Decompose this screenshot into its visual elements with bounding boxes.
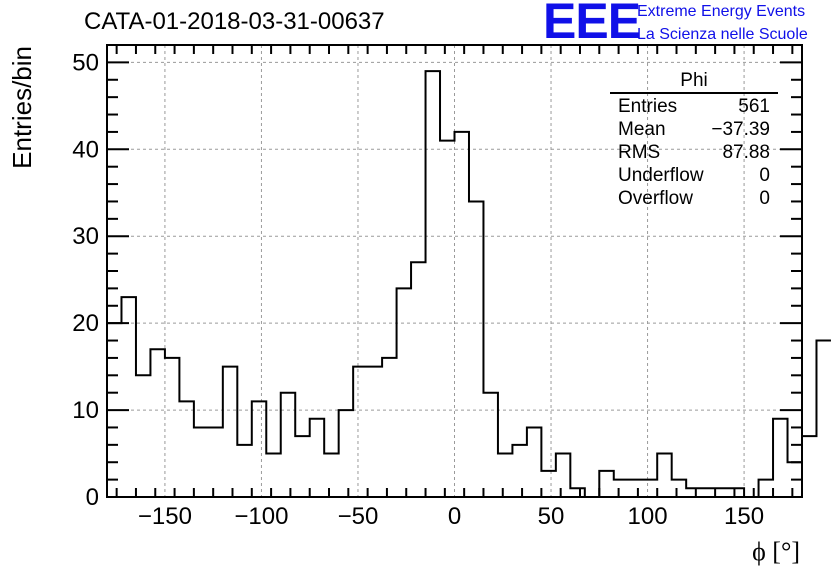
y-tick-label: 10 — [72, 397, 99, 424]
y-tick-label: 50 — [72, 49, 99, 76]
x-tick-label: −100 — [234, 503, 288, 530]
y-axis-label: Entries/bin — [7, 46, 37, 169]
y-tick-label: 30 — [72, 223, 99, 250]
eee-logo: EEE Extreme Energy Events La Scienza nel… — [543, 0, 833, 49]
x-axis-label: ϕ [°] — [752, 537, 800, 566]
x-tick-label: 0 — [448, 503, 461, 530]
stats-row-rms: RMS 87.88 — [610, 141, 778, 164]
stats-label: Entries — [618, 96, 678, 117]
x-tick-label: 100 — [628, 503, 668, 530]
stats-label: RMS — [618, 142, 661, 163]
stats-value: −37.39 — [711, 119, 770, 140]
x-tick-label: −50 — [338, 503, 379, 530]
chart-title: CATA-01-2018-03-31-00637 — [84, 8, 385, 35]
stats-row-entries: Entries 561 — [610, 95, 778, 118]
stats-label: Overflow — [618, 188, 693, 209]
stats-value: 0 — [759, 188, 770, 209]
stats-row-mean: Mean −37.39 — [610, 118, 778, 141]
stats-title: Phi — [680, 70, 708, 91]
stats-box: Phi Entries 561 Mean −37.39 RMS 87.88 Un… — [610, 70, 778, 210]
x-tick-label: 50 — [538, 503, 565, 530]
stats-label: Underflow — [618, 165, 704, 186]
x-tick-label: 150 — [724, 503, 764, 530]
stats-row-overflow: Overflow 0 — [610, 187, 778, 210]
stats-divider — [610, 92, 778, 94]
logo-subtitle-line1: Extreme Energy Events — [637, 3, 806, 20]
stats-value: 561 — [738, 96, 770, 117]
eee-logo-letters: EEE — [543, 0, 641, 49]
stats-label: Mean — [618, 119, 666, 140]
y-tick-label: 20 — [72, 310, 99, 337]
stats-row-underflow: Underflow 0 — [610, 164, 778, 187]
axis-ticks — [107, 45, 802, 497]
stats-value: 87.88 — [722, 142, 770, 163]
stats-value: 0 — [759, 165, 770, 186]
y-tick-label: 0 — [86, 484, 99, 511]
y-tick-label: 40 — [72, 136, 99, 163]
x-tick-label: −150 — [138, 503, 192, 530]
logo-subtitle-line2: La Scienza nelle Scuole — [637, 26, 808, 43]
tick-labels: −150 −100 −50 0 50 100 150 0 10 20 30 40 50 — [72, 49, 764, 530]
